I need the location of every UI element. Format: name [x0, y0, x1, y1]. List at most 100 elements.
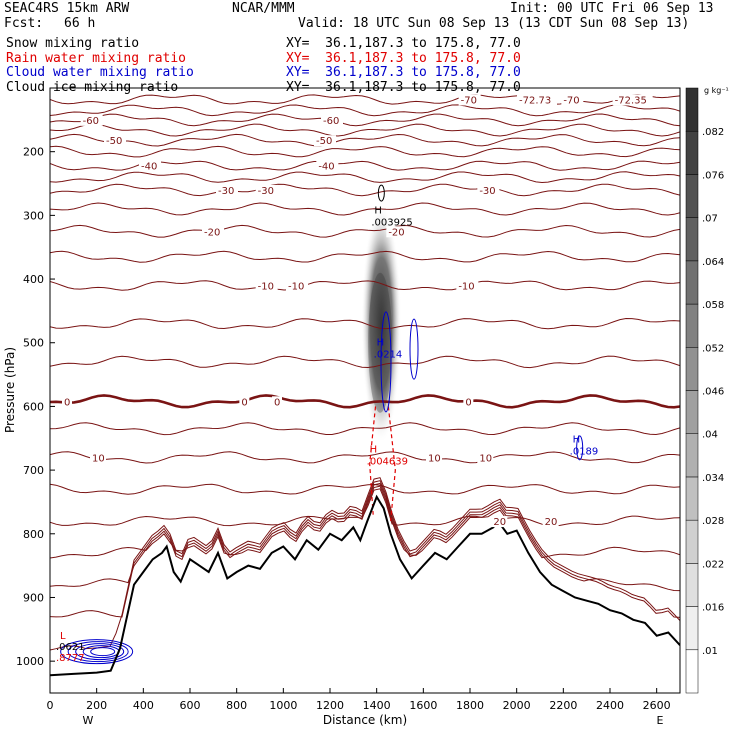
contour-label-bg — [458, 94, 481, 106]
contour-label: -10 — [258, 281, 274, 292]
colorbar-label: .04 — [702, 430, 718, 441]
y-axis-label: Pressure (hPa) — [3, 347, 17, 433]
contour-label: 10 — [428, 453, 441, 464]
isotherm — [50, 451, 680, 464]
isotherm — [50, 485, 680, 559]
max-value: .003925 — [371, 218, 412, 229]
isotherm — [50, 171, 680, 184]
contour-label: -72.73 — [519, 95, 551, 106]
x-tick-label: 1600 — [409, 699, 437, 712]
contour-label-bg — [612, 94, 653, 106]
x-tick-label: 200 — [86, 699, 107, 712]
contour-label: -30 — [258, 186, 274, 197]
colorbar-swatch — [685, 347, 699, 391]
colorbar-swatch — [685, 217, 699, 262]
x-end-west: W — [83, 714, 94, 727]
contour-label: 10 — [92, 453, 105, 464]
isotherm — [50, 422, 680, 436]
max-symbol: H — [374, 206, 382, 217]
max-symbol: H — [370, 444, 378, 455]
colorbar-swatch — [685, 130, 699, 175]
isotherm — [50, 183, 680, 197]
isotherm — [50, 355, 680, 369]
max-symbol: H — [377, 337, 385, 348]
isotherm — [50, 202, 680, 216]
snow-plume — [361, 203, 402, 444]
contour-label-bg — [456, 280, 479, 292]
isotherm — [50, 480, 680, 618]
contour-label-bg — [90, 452, 106, 464]
y-tick-label: 500 — [23, 337, 44, 350]
y-tick-label: 1000 — [16, 655, 44, 668]
x-tick-label: 800 — [226, 699, 247, 712]
isotherm-zero — [50, 394, 680, 409]
corner-label: .8777 — [56, 653, 85, 664]
colorbar-swatch — [685, 390, 699, 434]
contour-label: -50 — [316, 136, 332, 147]
x-tick-label: 400 — [133, 699, 154, 712]
contour-label: 0 — [274, 397, 280, 408]
max-symbol: H — [573, 434, 581, 445]
colorbar-swatch — [685, 174, 699, 218]
y-tick-label: 400 — [23, 273, 44, 286]
colorbar-label: .046 — [702, 387, 724, 398]
max-value: .004639 — [367, 456, 408, 467]
colorbar-swatch — [685, 649, 699, 694]
contour-label-bg — [561, 94, 584, 106]
cloud-water-contour — [60, 639, 134, 665]
colorbar-label: .07 — [702, 214, 718, 225]
contour-label: 20 — [493, 517, 506, 528]
isotherm — [50, 94, 680, 105]
fcst-label: Fcst: — [4, 16, 44, 31]
cloud-water-contour — [90, 647, 116, 657]
max-value: .0189 — [570, 446, 599, 457]
cloud-water-contours — [60, 184, 584, 665]
cloud-ice-contour — [377, 184, 385, 202]
colorbar-swatch — [685, 476, 699, 521]
y-tick-label: 700 — [23, 464, 44, 477]
contour-label: 10 — [479, 453, 492, 464]
colorbar-label: .064 — [702, 257, 724, 268]
field-xy-cloudwater: XY= 36.1,187.3 to 175.8, 77.0 — [286, 65, 521, 80]
contour-label: -30 — [218, 186, 234, 197]
x-tick-label: 2400 — [596, 699, 624, 712]
isotherm — [50, 145, 680, 158]
field-name-cloudwater: Cloud water mixing ratio — [6, 65, 194, 80]
contour-label: -70 — [563, 95, 579, 106]
model-title: SEAC4RS 15km ARW — [4, 1, 130, 16]
field-name-rain: Rain water mixing ratio — [6, 51, 187, 66]
colorbar-label: .016 — [702, 603, 724, 614]
contour-label-bg — [272, 396, 282, 408]
isotherm — [50, 113, 680, 127]
contour-label: -50 — [106, 136, 122, 147]
y-axis: 200 300 400 500 600 700 800 900 1000 — [16, 146, 55, 668]
contour-label: -40 — [141, 162, 157, 173]
colorbar-swatch — [685, 303, 699, 348]
cloud-water-contour — [67, 641, 129, 663]
contour-label-bg — [477, 184, 500, 196]
colorbar-label: .052 — [702, 343, 724, 354]
contour-label-bg — [80, 114, 103, 126]
init-time: Init: 00 UTC Fri 06 Sep 13 — [510, 1, 714, 16]
x-tick-label: 600 — [180, 699, 201, 712]
x-tick-label: 1000 — [269, 699, 297, 712]
contour-label-bg — [239, 396, 250, 408]
snow-core — [368, 272, 393, 413]
contour-label: -60 — [323, 116, 339, 127]
rain-contours — [369, 406, 396, 522]
contour-label-bg — [104, 135, 126, 147]
x-tick-label: 1400 — [363, 699, 391, 712]
contour-label: 0 — [64, 397, 70, 408]
isotherm — [50, 123, 680, 137]
contour-label: -30 — [479, 186, 495, 197]
contour-label-bg — [463, 396, 474, 408]
max-value: .0214 — [374, 349, 403, 360]
x-tick-label: 1800 — [456, 699, 484, 712]
x-tick-label: 2600 — [643, 699, 671, 712]
x-tick-label: 2200 — [549, 699, 577, 712]
contour-label: -72.35 — [615, 95, 647, 106]
cloud-water-contour — [409, 318, 419, 380]
contour-label-bg — [316, 160, 339, 172]
y-tick-label: 200 — [23, 146, 44, 159]
